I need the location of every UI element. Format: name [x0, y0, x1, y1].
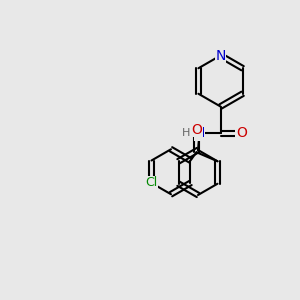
Text: O: O — [191, 123, 202, 137]
Text: Cl: Cl — [146, 176, 158, 190]
Text: N: N — [194, 127, 205, 140]
Text: N: N — [215, 49, 226, 62]
Text: O: O — [236, 127, 247, 140]
Text: H: H — [182, 128, 190, 139]
